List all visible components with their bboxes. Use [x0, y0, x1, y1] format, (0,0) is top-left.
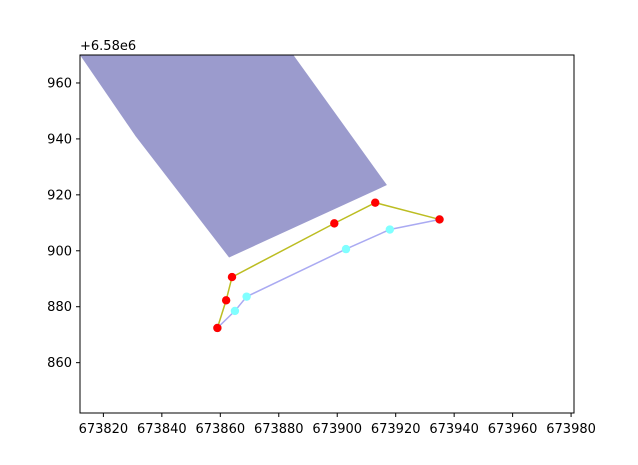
- series-1-point-5: [371, 198, 380, 207]
- axes-frame: [79, 54, 575, 414]
- x-tick-label: 673820: [79, 422, 129, 437]
- series-2-point-4: [341, 244, 351, 254]
- y-tick-label: 960: [47, 76, 72, 91]
- x-tick-label: 673840: [137, 422, 187, 437]
- y-tick-label: 920: [47, 188, 72, 203]
- y-offset-label: +6.58e6: [80, 39, 136, 54]
- y-tick-label: 860: [47, 356, 72, 371]
- series-1-point-2: [221, 296, 231, 305]
- series-2-point-5: [385, 225, 395, 234]
- series-1-line: [216, 201, 440, 329]
- series-1-point-4: [330, 219, 339, 228]
- series-2-point-3: [242, 292, 251, 301]
- x-tick-label: 673880: [254, 422, 304, 437]
- polygon-area: [80, 55, 387, 258]
- x-tick-label: 673860: [195, 422, 245, 437]
- y-tick-label: 880: [47, 300, 72, 315]
- x-tick-label: 673980: [546, 422, 596, 437]
- x-tick-label: 673920: [371, 422, 421, 437]
- x-axis: 673820 673840 673860 673880 673900 673920 6739…: [79, 413, 596, 437]
- plot-area: [80, 55, 444, 333]
- y-axis: 860 880 900 920 940 960: [47, 76, 80, 371]
- x-tick-label: 673900: [312, 422, 362, 437]
- x-tick-label: 673960: [488, 422, 538, 437]
- x-tick-label: 673940: [429, 422, 479, 437]
- y-tick-label: 900: [47, 244, 72, 259]
- series-1-point-3: [227, 272, 237, 282]
- series-1-point-1: [213, 323, 222, 333]
- series-1-point-6: [435, 215, 444, 224]
- y-tick-label: 940: [47, 132, 72, 147]
- series-2-point-2: [230, 306, 240, 316]
